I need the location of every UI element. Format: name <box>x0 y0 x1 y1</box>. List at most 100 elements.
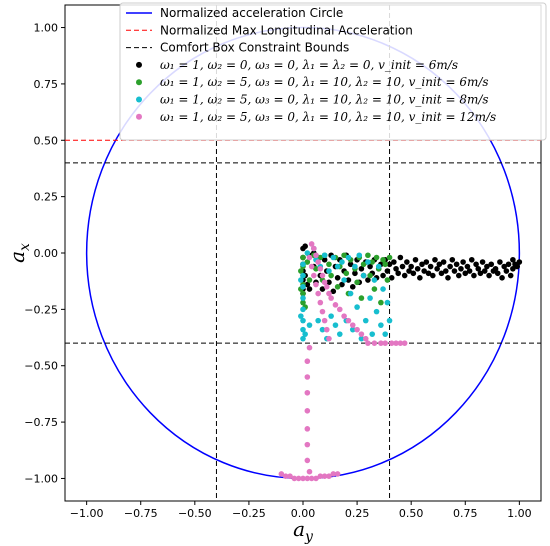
data-point <box>339 259 345 265</box>
data-point <box>349 326 356 333</box>
data-point <box>367 263 373 270</box>
data-point <box>315 317 321 324</box>
data-point <box>393 265 399 272</box>
data-point <box>384 268 391 274</box>
data-point <box>304 259 311 265</box>
legend-label: Normalized Max Longitudinal Acceleration <box>160 23 413 37</box>
data-point <box>306 286 313 292</box>
data-point <box>300 335 306 342</box>
data-point <box>375 263 382 270</box>
data-point <box>486 272 492 279</box>
data-point <box>328 313 334 319</box>
data-point <box>382 261 389 268</box>
data-point <box>384 277 391 283</box>
data-point <box>347 290 354 297</box>
data-point <box>516 259 523 265</box>
data-point <box>306 254 313 261</box>
data-point <box>282 473 289 480</box>
data-point <box>362 335 369 342</box>
data-point <box>300 299 306 306</box>
data-point <box>386 317 393 324</box>
data-point <box>304 250 311 256</box>
data-point <box>501 263 508 270</box>
legend-label: ω₁ = 1, ω₂ = 5, ω₃ = 0, λ₁ = 10, λ₂ = 10… <box>160 93 489 107</box>
data-point <box>445 275 451 281</box>
data-point <box>453 261 460 268</box>
data-point <box>484 263 490 270</box>
data-point <box>319 286 326 292</box>
data-point <box>356 252 363 259</box>
data-point <box>300 317 306 324</box>
data-point <box>423 259 430 265</box>
data-point <box>471 272 477 279</box>
data-point <box>328 272 334 279</box>
data-point <box>287 473 293 480</box>
data-point <box>317 299 324 306</box>
data-point <box>321 252 328 259</box>
data-point <box>371 286 378 292</box>
data-point <box>434 265 440 272</box>
data-point <box>412 256 419 263</box>
data-point <box>311 272 317 279</box>
x-tick-label: 0.50 <box>399 507 424 520</box>
data-point <box>397 254 404 261</box>
data-point <box>432 256 438 263</box>
data-point <box>451 268 458 274</box>
data-point <box>352 263 358 270</box>
data-point <box>298 313 304 319</box>
data-point <box>458 265 464 272</box>
data-point <box>324 284 330 290</box>
data-point <box>466 268 473 274</box>
data-point <box>477 270 484 277</box>
x-axis: −1.00 −0.75 −0.50 −0.25 0.00 0.25 0.50 0.75 1.00 <box>70 501 532 520</box>
data-point <box>397 340 404 346</box>
data-point <box>473 261 479 268</box>
data-point <box>306 322 313 328</box>
y-tick-label: −0.25 <box>24 303 58 316</box>
x-axis-label: ay <box>293 517 314 545</box>
legend-marker-key <box>136 113 142 120</box>
data-point <box>365 340 371 346</box>
data-point <box>332 302 339 308</box>
data-point <box>388 340 395 346</box>
data-point <box>419 261 425 268</box>
legend-box <box>119 2 547 141</box>
data-point <box>440 259 447 265</box>
data-point <box>334 284 341 290</box>
series-4 <box>278 241 408 482</box>
data-point <box>404 259 410 265</box>
data-point <box>354 279 360 286</box>
data-point <box>410 270 417 277</box>
data-point <box>430 272 436 279</box>
x-tick-label: 0.75 <box>453 507 478 520</box>
data-point <box>315 290 321 297</box>
data-point <box>494 270 501 277</box>
data-point <box>497 259 503 265</box>
data-point <box>300 284 306 290</box>
data-point <box>304 281 311 288</box>
data-point <box>300 306 306 313</box>
x-tick-label: 0.25 <box>345 507 370 520</box>
data-point <box>401 340 408 346</box>
data-point <box>349 322 356 328</box>
data-point <box>488 261 495 268</box>
data-point <box>328 295 334 301</box>
data-point <box>369 259 376 265</box>
scatter-points <box>278 241 523 482</box>
data-point <box>298 277 304 283</box>
data-point <box>421 268 427 274</box>
data-point <box>326 268 332 274</box>
data-point <box>336 331 343 337</box>
data-point <box>499 275 505 281</box>
data-point <box>510 265 516 272</box>
data-point <box>505 261 512 268</box>
data-point <box>300 290 306 297</box>
x-tick-label: 1.00 <box>507 507 532 520</box>
data-point <box>369 331 376 337</box>
y-tick-label: −0.75 <box>24 416 58 429</box>
data-point <box>378 299 384 306</box>
data-point <box>326 290 332 297</box>
data-point <box>406 268 412 274</box>
data-point <box>354 304 360 310</box>
data-point <box>300 272 306 279</box>
